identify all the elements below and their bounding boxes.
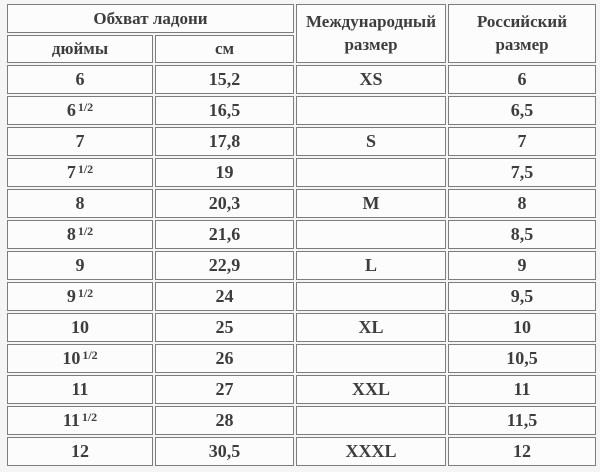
cell-russian-size: 10 — [448, 313, 596, 342]
cell-cm: 19 — [155, 158, 294, 187]
inches-value: 8 — [66, 224, 76, 244]
cell-inches: 6 1/2 — [7, 96, 153, 125]
cell-russian-size: 8,5 — [448, 220, 596, 249]
cell-russian-size: 6,5 — [448, 96, 596, 125]
cell-cm: 24 — [155, 282, 294, 311]
header-inches: дюймы — [7, 35, 153, 63]
inches-value: 6 — [66, 100, 76, 120]
cell-inches: 7 1/2 — [7, 158, 153, 187]
size-table-header: Обхват ладони Международный размер Росси… — [7, 4, 596, 63]
inches-value: 10 — [71, 317, 89, 337]
cell-inches: 11 — [7, 375, 153, 404]
cell-inches: 8 — [7, 189, 153, 218]
cell-russian-size: 9,5 — [448, 282, 596, 311]
cell-cm: 16,5 — [155, 96, 294, 125]
inches-value: 7 — [75, 131, 85, 151]
table-row: 11 27 XXL 11 — [7, 375, 596, 404]
inches-value: 7 — [66, 162, 76, 182]
cell-international-size — [296, 220, 446, 249]
cell-cm: 21,6 — [155, 220, 294, 249]
cell-inches: 11 1/2 — [7, 406, 153, 435]
header-row-top: Обхват ладони Международный размер Росси… — [7, 4, 596, 63]
cell-international-size: XXL — [296, 375, 446, 404]
cell-cm: 27 — [155, 375, 294, 404]
glove-size-table: Обхват ладони Международный размер Росси… — [5, 2, 598, 468]
table-row: 8 20,3 M 8 — [7, 189, 596, 218]
table-row: 10 25 XL 10 — [7, 313, 596, 342]
inches-value: 9 — [75, 255, 85, 275]
inches-fraction: 1/2 — [82, 348, 98, 362]
header-palm-girth: Обхват ладони — [7, 4, 294, 33]
header-cm: см — [155, 35, 294, 63]
cell-russian-size: 9 — [448, 251, 596, 280]
cell-cm: 28 — [155, 406, 294, 435]
cell-international-size: L — [296, 251, 446, 280]
cell-russian-size: 6 — [448, 65, 596, 94]
table-row: 12 30,5 XXXL 12 — [7, 437, 596, 466]
cell-russian-size: 11 — [448, 375, 596, 404]
inches-fraction: 1/2 — [77, 224, 94, 238]
table-row: 6 15,2 XS 6 — [7, 65, 596, 94]
cell-russian-size: 12 — [448, 437, 596, 466]
cell-international-size: M — [296, 189, 446, 218]
cell-international-size — [296, 96, 446, 125]
cell-international-size — [296, 344, 446, 373]
cell-russian-size: 10,5 — [448, 344, 596, 373]
table-row: 11 1/2 28 11,5 — [7, 406, 596, 435]
cell-international-size: XXXL — [296, 437, 446, 466]
cell-international-size: XS — [296, 65, 446, 94]
cell-cm: 26 — [155, 344, 294, 373]
cell-international-size — [296, 158, 446, 187]
cell-inches: 7 — [7, 127, 153, 156]
table-row: 9 1/2 24 9,5 — [7, 282, 596, 311]
inches-fraction: 1/2 — [81, 410, 98, 424]
cell-russian-size: 11,5 — [448, 406, 596, 435]
cell-inches: 10 1/2 — [7, 344, 153, 373]
cell-inches: 8 1/2 — [7, 220, 153, 249]
cell-inches: 12 — [7, 437, 153, 466]
cell-inches: 9 1/2 — [7, 282, 153, 311]
inches-value: 12 — [71, 441, 89, 461]
inches-fraction: 1/2 — [77, 286, 94, 300]
table-row: 10 1/2 26 10,5 — [7, 344, 596, 373]
cell-international-size: XL — [296, 313, 446, 342]
header-international-size: Международный размер — [296, 4, 446, 63]
inches-value: 9 — [66, 286, 76, 306]
inches-value: 8 — [75, 193, 85, 213]
inches-value: 6 — [75, 69, 85, 89]
size-table-body: 6 15,2 XS 6 6 1/2 16,5 6,5 7 17,8 S 7 7 1/2 19 7,5 8 20,3… — [7, 65, 596, 466]
table-row: 8 1/2 21,6 8,5 — [7, 220, 596, 249]
cell-cm: 25 — [155, 313, 294, 342]
cell-cm: 17,8 — [155, 127, 294, 156]
cell-cm: 20,3 — [155, 189, 294, 218]
cell-inches: 10 — [7, 313, 153, 342]
table-row: 7 1/2 19 7,5 — [7, 158, 596, 187]
cell-inches: 9 — [7, 251, 153, 280]
header-russian-size: Российский размер — [448, 4, 596, 63]
inches-fraction: 1/2 — [77, 162, 94, 176]
cell-russian-size: 7 — [448, 127, 596, 156]
cell-cm: 15,2 — [155, 65, 294, 94]
table-row: 6 1/2 16,5 6,5 — [7, 96, 596, 125]
inches-value: 10 — [62, 348, 81, 368]
cell-cm: 22,9 — [155, 251, 294, 280]
inches-fraction: 1/2 — [77, 100, 94, 114]
cell-international-size: S — [296, 127, 446, 156]
cell-international-size — [296, 282, 446, 311]
cell-inches: 6 — [7, 65, 153, 94]
cell-russian-size: 8 — [448, 189, 596, 218]
header-row-sub: дюймы см — [7, 35, 596, 63]
cell-international-size — [296, 406, 446, 435]
cell-russian-size: 7,5 — [448, 158, 596, 187]
cell-cm: 30,5 — [155, 437, 294, 466]
inches-value: 11 — [71, 379, 89, 399]
table-row: 9 22,9 L 9 — [7, 251, 596, 280]
table-row: 7 17,8 S 7 — [7, 127, 596, 156]
inches-value: 11 — [62, 410, 80, 430]
